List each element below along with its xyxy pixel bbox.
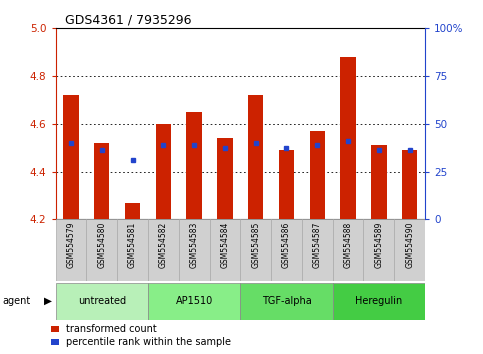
Bar [156,124,171,219]
Text: GSM554590: GSM554590 [405,221,414,268]
Bar [310,131,325,219]
Text: TGF-alpha: TGF-alpha [262,296,312,306]
Bar [248,95,263,219]
Text: GSM554580: GSM554580 [97,221,106,268]
Bar [63,95,79,219]
Bar [364,219,394,281]
Text: GSM554582: GSM554582 [159,221,168,268]
Bar [333,219,364,281]
Bar [56,219,86,281]
Text: GSM554583: GSM554583 [190,221,199,268]
Legend: transformed count, percentile rank within the sample: transformed count, percentile rank withi… [51,325,231,347]
Bar [186,112,202,219]
Bar [402,150,417,219]
Text: GSM554587: GSM554587 [313,221,322,268]
Bar [240,219,271,281]
Bar [240,283,333,320]
Text: GDS4361 / 7935296: GDS4361 / 7935296 [65,13,192,27]
Text: AP1510: AP1510 [175,296,213,306]
Text: GSM554586: GSM554586 [282,221,291,268]
Text: agent: agent [2,296,30,306]
Bar [94,143,110,219]
Bar [56,283,148,320]
Bar [302,219,333,281]
Text: GSM554589: GSM554589 [374,221,384,268]
Bar [394,219,425,281]
Bar [179,219,210,281]
Bar [217,138,233,219]
Text: GSM554581: GSM554581 [128,221,137,268]
Text: GSM554585: GSM554585 [251,221,260,268]
Text: ▶: ▶ [43,296,52,306]
Bar [148,219,179,281]
Bar [271,219,302,281]
Bar [279,150,294,219]
Text: Heregulin: Heregulin [355,296,402,306]
Text: untreated: untreated [78,296,126,306]
Bar [86,219,117,281]
Bar [125,203,140,219]
Bar [341,57,356,219]
Text: GSM554584: GSM554584 [220,221,229,268]
Bar [117,219,148,281]
Bar [148,283,241,320]
Text: GSM554588: GSM554588 [343,221,353,268]
Bar [210,219,240,281]
Text: GSM554579: GSM554579 [67,221,75,268]
Bar [333,283,425,320]
Bar [371,145,386,219]
